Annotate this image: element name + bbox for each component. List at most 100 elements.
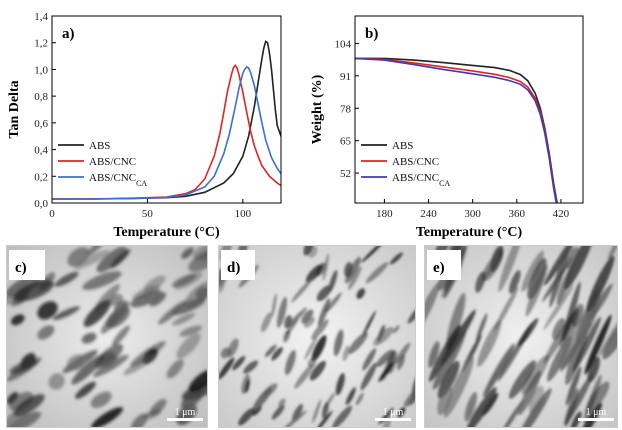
micrograph-particle bbox=[278, 398, 286, 408]
micrograph-particle bbox=[437, 360, 460, 399]
micrograph-particle bbox=[437, 384, 453, 416]
chart-b-ytick-label: 91 bbox=[340, 71, 351, 83]
scale-bar-label-e: 1 μm bbox=[586, 407, 607, 418]
chart-a-ytick-label: 1,2 bbox=[34, 38, 48, 50]
micrograph-particle bbox=[130, 413, 148, 427]
micrograph-particle bbox=[360, 362, 377, 391]
micrograph-particle bbox=[37, 325, 55, 340]
micrograph-particle bbox=[373, 326, 394, 346]
micrograph-particle bbox=[271, 293, 277, 318]
chart-b-ytick-label: 78 bbox=[340, 103, 352, 115]
chart-a-legend-label-1: ABS/CNC bbox=[89, 156, 136, 168]
micrograph-particle bbox=[498, 246, 523, 292]
micrograph-particle bbox=[335, 372, 345, 396]
micrograph-particle bbox=[94, 343, 124, 369]
chart-a-ytick-label: 0,0 bbox=[34, 198, 48, 210]
micrograph-particle bbox=[219, 357, 235, 380]
micrograph-particle bbox=[83, 300, 111, 328]
micrograph-particle bbox=[130, 290, 162, 308]
micrograph-particle bbox=[500, 399, 525, 427]
micrograph-particle bbox=[317, 297, 331, 328]
micrograph-particle bbox=[309, 360, 326, 381]
micrograph-particle bbox=[342, 345, 350, 361]
micrograph-particle bbox=[11, 314, 25, 326]
micrograph-particle bbox=[252, 386, 273, 411]
chart-a-xtick-label: 50 bbox=[142, 208, 154, 220]
chart-b-legend-label-2: ABS/CNCCA bbox=[392, 172, 450, 188]
micrograph-particle bbox=[158, 300, 187, 325]
micrograph-particle bbox=[37, 301, 58, 320]
chart-a-ytick-label: 0,4 bbox=[34, 145, 48, 157]
micrograph-particle bbox=[403, 381, 415, 407]
panel-label-c-bg bbox=[9, 250, 45, 280]
micrograph-particle bbox=[564, 373, 593, 425]
chart-a-legend-label-2: ABS/CNCCA bbox=[89, 172, 147, 188]
micrograph-particle bbox=[332, 405, 353, 427]
chart-a-ytick-label: 1,4 bbox=[34, 11, 48, 23]
chart-b-ylabel: Weight (%) bbox=[310, 74, 325, 144]
micrograph-particle bbox=[166, 359, 184, 379]
chart-b-xtick-label: 240 bbox=[420, 208, 437, 220]
micrograph-particle bbox=[241, 374, 250, 394]
micrograph-particle bbox=[13, 279, 55, 302]
chart-b-frame bbox=[354, 15, 584, 204]
micrograph-particle bbox=[356, 288, 366, 299]
micrograph-particle bbox=[517, 388, 552, 427]
micrograph-particle bbox=[264, 344, 277, 358]
chart-a: 0 50 100 0,0 0,2 0,4 0,6 0,8 1,0 1,2 1,4 Temperatur… bbox=[7, 11, 282, 240]
micrograph-particle bbox=[7, 411, 42, 427]
micrograph-particle bbox=[543, 284, 574, 330]
micrograph-particle bbox=[564, 246, 595, 290]
chart-a-ytick-label: 0,6 bbox=[34, 118, 48, 130]
panel-label-d-bg bbox=[221, 250, 255, 280]
micrograph-particle bbox=[238, 407, 255, 426]
micrograph-particle bbox=[521, 250, 544, 292]
micrograph-particle bbox=[52, 306, 80, 321]
micrograph-particle bbox=[565, 246, 580, 270]
scale-bar-e bbox=[578, 418, 614, 421]
chart-a-frame bbox=[51, 15, 282, 204]
micrograph-particle bbox=[82, 271, 122, 290]
micrograph-particle bbox=[143, 408, 162, 420]
chart-a-ytick-label: 0,8 bbox=[34, 91, 48, 103]
micrograph-particle bbox=[7, 280, 29, 305]
scale-bar-label-c: 1 μm bbox=[175, 407, 196, 418]
micrograph-particle bbox=[188, 369, 207, 393]
micrograph-particle bbox=[184, 280, 207, 309]
micrograph-particle bbox=[475, 313, 488, 342]
chart-b: 180 240 300 360 420 52 65 78 91 104 Temperature (°… bbox=[310, 15, 584, 240]
panel-label-c: c) bbox=[15, 260, 27, 276]
micrograph-particle bbox=[395, 342, 411, 364]
micrograph-particle bbox=[307, 357, 317, 368]
micrograph-particle bbox=[497, 322, 533, 382]
micrograph-e: e) 1 μm bbox=[424, 245, 618, 428]
micrograph-particle bbox=[112, 325, 130, 347]
micrograph-particle bbox=[355, 392, 364, 406]
micrograph-particle bbox=[181, 247, 194, 259]
micrograph-particle bbox=[572, 316, 601, 372]
micrograph-c-image: c) 1 μm bbox=[7, 246, 207, 427]
panel-label-d: d) bbox=[227, 260, 240, 276]
micrograph-particle bbox=[544, 246, 580, 286]
micrograph-particle bbox=[521, 354, 550, 395]
micrograph-particle bbox=[362, 310, 376, 337]
micrograph-particle bbox=[397, 354, 406, 370]
micrograph-particle bbox=[243, 360, 259, 374]
micrograph-particle bbox=[106, 306, 131, 329]
micrograph-particle bbox=[407, 302, 415, 324]
micrograph-particle bbox=[171, 312, 196, 326]
chart-a-legend-label-0: ABS bbox=[89, 140, 110, 152]
micrograph-particle bbox=[271, 405, 285, 420]
micrograph-particle bbox=[508, 360, 536, 399]
chart-a-xlabel: Temperature (°C) bbox=[113, 225, 220, 240]
micrograph-particle bbox=[493, 286, 519, 332]
micrograph-particle bbox=[71, 354, 105, 385]
micrograph-particle bbox=[303, 246, 314, 256]
micrograph-particle bbox=[281, 410, 307, 427]
micrograph-particle bbox=[333, 329, 344, 357]
micrograph-particle bbox=[284, 315, 293, 329]
micrograph-particle bbox=[482, 255, 501, 282]
micrograph-particle bbox=[322, 253, 329, 281]
micrograph-particle bbox=[547, 336, 572, 382]
micrograph-particle bbox=[86, 246, 107, 256]
